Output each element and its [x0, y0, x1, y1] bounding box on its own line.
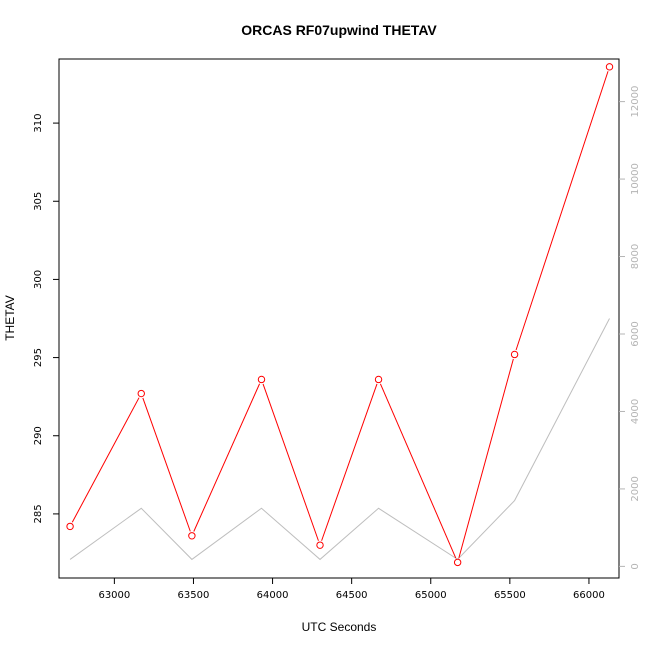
secondary-series-line [69, 318, 610, 561]
primary-series-point-2 [188, 532, 196, 540]
primary-series-segment-6 [458, 358, 514, 558]
chart-title: ORCAS RF07upwind THETAV [241, 22, 437, 38]
primary-series-segment-2 [193, 383, 261, 532]
secondary-y-axis: 0 2000 4000 6000 8000 10000 12000 [619, 86, 641, 570]
primary-series-point-5 [374, 375, 383, 384]
x-axis: 63000 63500 64000 64500 65000 65500 66000 [98, 578, 605, 601]
primary-series-point-0 [66, 522, 74, 531]
primary-series-point-6 [453, 558, 462, 567]
primary-series-segment-5 [379, 383, 457, 559]
primary-series-point-7 [510, 350, 519, 359]
y2-tick-label-2: 4000 [630, 399, 641, 424]
x-tick-label-5: 65500 [494, 590, 526, 601]
y2-tick-label-5: 10000 [630, 163, 641, 195]
x-tick-label-4: 65000 [415, 590, 447, 601]
x-tick-label-6: 66000 [573, 590, 605, 601]
y-tick-label-4: 305 [33, 192, 44, 211]
y-axis: 285 290 295 300 305 310 [33, 114, 59, 523]
primary-series-point-1 [137, 389, 145, 398]
x-tick-label-0: 63000 [98, 590, 130, 601]
y2-tick-label-6: 12000 [630, 86, 641, 118]
y-tick-label-1: 290 [33, 426, 44, 445]
x-tick-label-2: 64000 [257, 590, 289, 601]
primary-series-segment-1 [142, 397, 191, 532]
plot-area-frame [58, 58, 620, 579]
y-tick-label-3: 300 [33, 270, 44, 289]
y-tick-label-2: 295 [33, 348, 44, 367]
x-axis-label: UTC Seconds [302, 620, 377, 634]
x-tick-label-1: 63500 [178, 590, 210, 601]
x-tick-label-3: 64500 [336, 590, 368, 601]
primary-series-segment-3 [262, 383, 319, 541]
primary-series-segment-7 [515, 71, 609, 351]
y2-tick-label-3: 6000 [630, 321, 641, 346]
primary-series-point-3 [257, 375, 266, 384]
y2-tick-label-1: 2000 [630, 476, 641, 501]
primary-series-point-4 [316, 541, 324, 549]
y-tick-label-0: 285 [33, 504, 44, 523]
series-layer [66, 63, 614, 567]
y2-tick-label-0: 0 [630, 563, 641, 569]
y2-tick-label-4: 8000 [630, 244, 641, 269]
primary-series-segment-4 [321, 383, 378, 541]
primary-series-segment-0 [71, 397, 140, 523]
primary-series-point-8 [605, 63, 614, 71]
y-axis-label: THETAV [3, 295, 17, 341]
y-tick-label-5: 310 [33, 114, 44, 133]
